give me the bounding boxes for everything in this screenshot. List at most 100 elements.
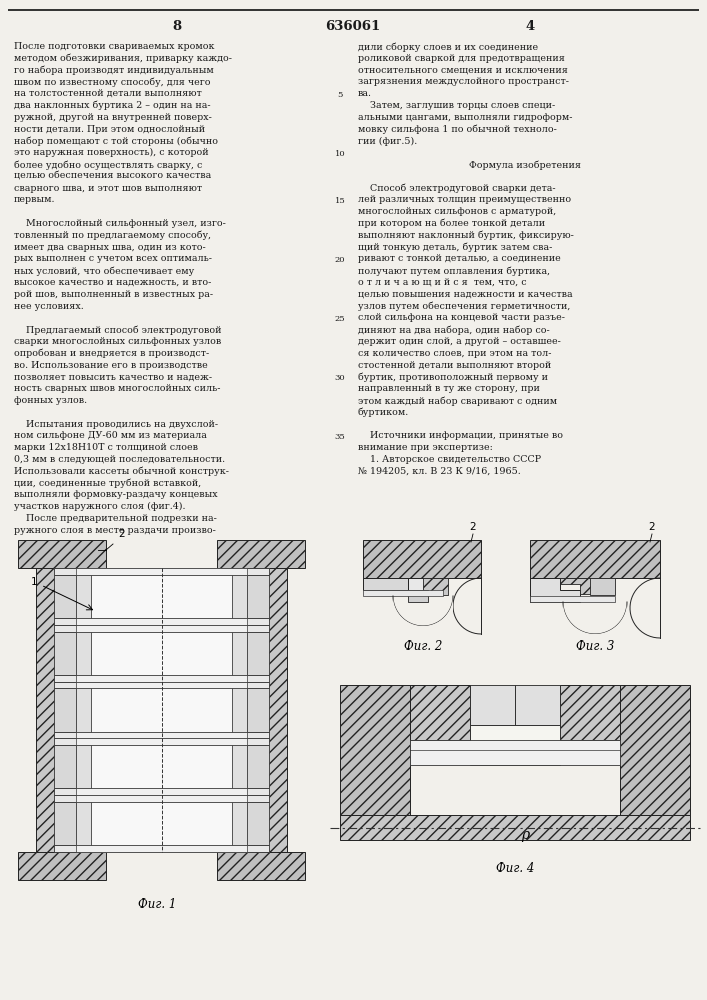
Text: Фиг. 2: Фиг. 2 [404,640,442,653]
Text: внимание при экспертизе:: внимание при экспертизе: [358,443,493,452]
Polygon shape [54,618,269,625]
Text: 25: 25 [334,315,345,323]
Polygon shape [76,795,247,802]
Polygon shape [217,540,305,568]
Polygon shape [530,578,580,602]
Polygon shape [54,575,76,618]
Text: при котором на более тонкой детали: при котором на более тонкой детали [358,219,545,229]
Text: ности детали. При этом однослойный: ности детали. При этом однослойный [14,125,205,134]
Text: Фиг. 1: Фиг. 1 [138,898,176,911]
Text: методом обезжиривания, приварку каждо-: методом обезжиривания, приварку каждо- [14,54,232,63]
Polygon shape [76,745,91,788]
Text: более удобно осуществлять сварку, с: более удобно осуществлять сварку, с [14,160,202,169]
Polygon shape [76,845,247,852]
Text: ва.: ва. [358,89,372,98]
Text: держит один слой, а другой – оставшее-: держит один слой, а другой – оставшее- [358,337,561,346]
Text: 1: 1 [30,577,37,587]
Polygon shape [410,685,470,740]
Text: направленный в ту же сторону, при: направленный в ту же сторону, при [358,384,540,393]
Text: это наружная поверхность), с которой: это наружная поверхность), с которой [14,148,209,157]
Polygon shape [76,802,91,845]
Polygon shape [91,575,232,618]
Text: 636061: 636061 [325,19,380,32]
Text: на толстостенной детали выполняют: на толстостенной детали выполняют [14,89,201,98]
Text: рых выполнен с учетом всех оптималь-: рых выполнен с учетом всех оптималь- [14,254,212,263]
Polygon shape [54,625,269,632]
Polygon shape [247,745,269,788]
Text: выполняют наклонный буртик, фиксирую-: выполняют наклонный буртик, фиксирую- [358,231,574,240]
Text: целью повышения надежности и качества: целью повышения надежности и качества [358,290,573,299]
Text: многослойных сильфонов с арматурой,: многослойных сильфонов с арматурой, [358,207,556,216]
Text: узлов путем обеспечения герметичности,: узлов путем обеспечения герметичности, [358,302,571,311]
Text: 10: 10 [334,150,345,158]
Text: го набора производят индивидуальным: го набора производят индивидуальным [14,66,214,75]
Polygon shape [363,590,443,596]
Text: После подготовки свариваемых кромок: После подготовки свариваемых кромок [14,42,214,51]
Text: 20: 20 [334,256,345,264]
Polygon shape [247,632,269,675]
Polygon shape [217,852,305,880]
Polygon shape [232,688,247,732]
Polygon shape [363,540,481,578]
Text: ность сварных швов многослойных силь-: ность сварных швов многослойных силь- [14,384,221,393]
Text: Формула изобретения: Формула изобретения [469,160,581,169]
Text: ружного слоя в месте раздачи произво-: ружного слоя в месте раздачи произво- [14,526,216,535]
Text: 30: 30 [334,374,345,382]
Polygon shape [18,540,106,568]
Text: 35: 35 [334,433,346,441]
Text: слой сильфона на концевой части разъе-: слой сильфона на концевой части разъе- [358,313,565,322]
Text: Предлагаемый способ электродуговой: Предлагаемый способ электродуговой [14,325,221,335]
Polygon shape [54,738,269,745]
Text: 4: 4 [525,19,534,32]
Polygon shape [232,745,247,788]
Text: первым.: первым. [14,195,56,204]
Polygon shape [54,688,76,732]
Text: 0,3 мм в следующей последовательности.: 0,3 мм в следующей последовательности. [14,455,225,464]
Polygon shape [91,688,232,732]
Polygon shape [76,568,247,575]
Text: имеет два сварных шва, один из кото-: имеет два сварных шва, один из кото- [14,243,206,252]
Polygon shape [18,852,106,880]
Text: ном сильфоне ДУ-60 мм из материала: ном сильфоне ДУ-60 мм из материала [14,431,207,440]
Text: 2: 2 [649,522,655,532]
Polygon shape [91,802,232,845]
Polygon shape [54,732,269,738]
Polygon shape [76,732,247,738]
Text: относительного смещения и исключения: относительного смещения и исключения [358,66,568,75]
Polygon shape [91,745,232,788]
Polygon shape [363,578,408,590]
Polygon shape [470,685,515,725]
Polygon shape [423,578,448,595]
Text: 5: 5 [337,91,343,99]
Text: Затем, заглушив торцы слоев специ-: Затем, заглушив торцы слоев специ- [358,101,555,110]
Text: Источники информации, принятые во: Источники информации, принятые во [358,431,563,440]
Polygon shape [76,682,247,688]
Text: диняют на два набора, один набор со-: диняют на два набора, один набор со- [358,325,550,335]
Text: марки 12х18Н10Т с толщиной слоев: марки 12х18Н10Т с толщиной слоев [14,443,198,452]
Polygon shape [91,632,232,675]
Text: буртиком.: буртиком. [358,408,409,417]
Text: 8: 8 [173,19,182,32]
Polygon shape [76,575,91,618]
Text: этом каждый набор сваривают с одним: этом каждый набор сваривают с одним [358,396,557,406]
Text: позволяет повысить качество и надеж-: позволяет повысить качество и надеж- [14,372,212,381]
Text: № 194205, кл. В 23 К 9/16, 1965.: № 194205, кл. В 23 К 9/16, 1965. [358,467,521,476]
Polygon shape [620,685,690,815]
Text: целью обеспечения высокого качества: целью обеспечения высокого качества [14,172,211,181]
Polygon shape [36,568,76,852]
Text: нее условиях.: нее условиях. [14,302,83,311]
Text: альными цангами, выполняли гидроформ-: альными цангами, выполняли гидроформ- [358,113,573,122]
Polygon shape [76,688,91,732]
Polygon shape [54,802,76,845]
Text: рой шов, выполненный в известных ра-: рой шов, выполненный в известных ра- [14,290,213,299]
Text: набор помещают с той стороны (обычно: набор помещают с той стороны (обычно [14,136,218,146]
Text: сварного шва, и этот шов выполняют: сварного шва, и этот шов выполняют [14,184,202,193]
Polygon shape [408,590,428,602]
Polygon shape [560,578,600,594]
Polygon shape [232,802,247,845]
Text: опробован и внедряется в производст-: опробован и внедряется в производст- [14,349,209,358]
Text: гии (фиг.5).: гии (фиг.5). [358,136,417,146]
Polygon shape [54,632,76,675]
Polygon shape [247,575,269,618]
Polygon shape [76,632,91,675]
